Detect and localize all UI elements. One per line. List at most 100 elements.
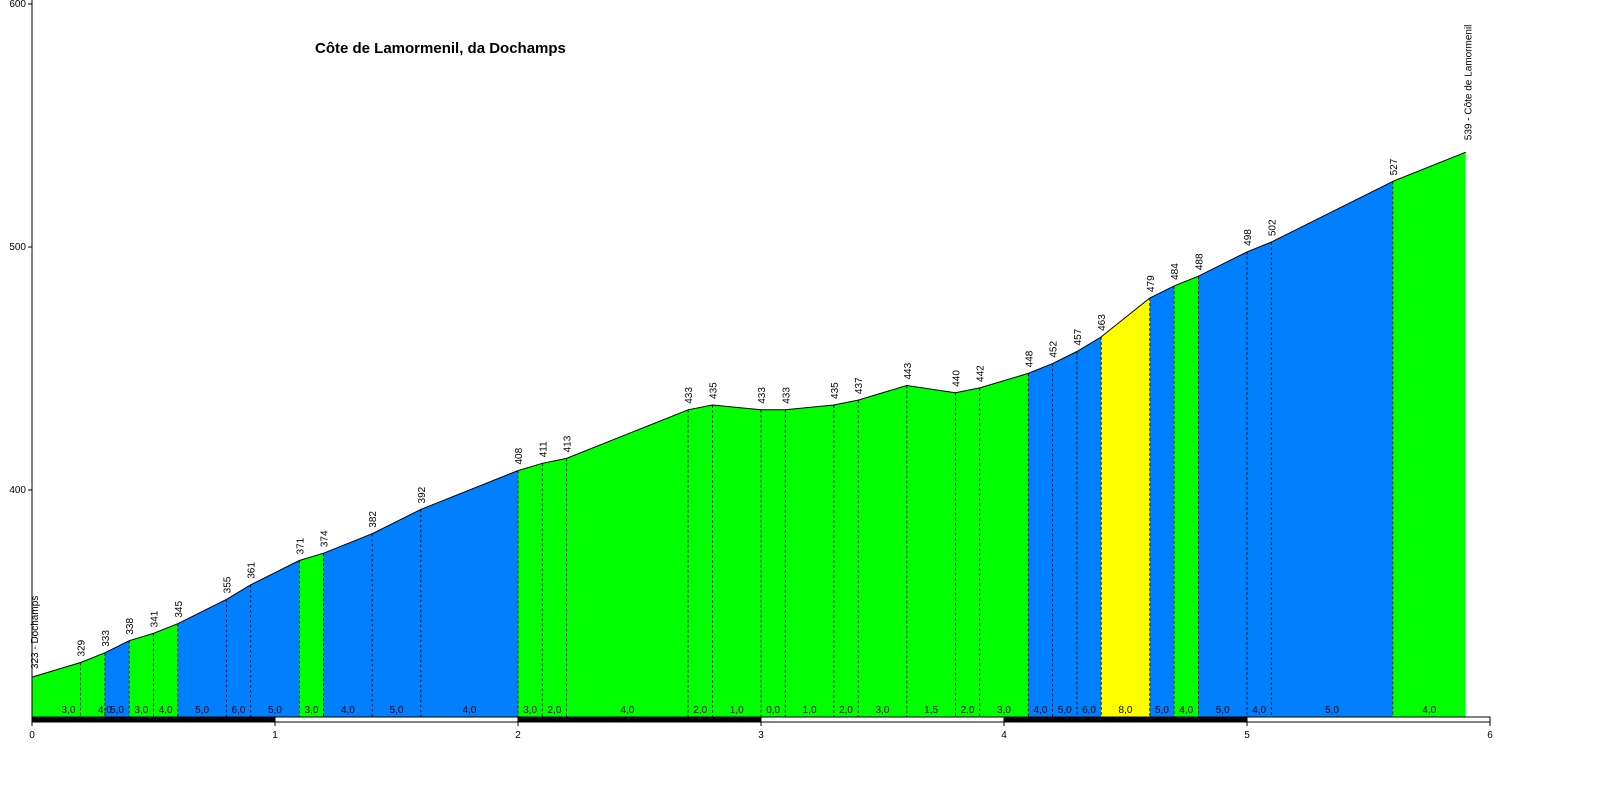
x-tick-label: 6 <box>1487 730 1493 741</box>
km-scale-bar <box>1003 716 1248 723</box>
grade-segment-area <box>226 584 251 717</box>
grade-label: 4,0 <box>159 705 173 716</box>
grade-segment-area <box>955 387 980 717</box>
grade-segment-area <box>104 640 130 717</box>
grade-label: 3,0 <box>523 705 537 716</box>
km-scale-bar <box>760 716 1005 723</box>
grade-segment-area <box>566 409 689 717</box>
elevation-label: 411 <box>538 441 549 457</box>
x-tick-label: 1 <box>272 730 278 741</box>
chart-title: Côte de Lamormenil, da Dochamps <box>315 40 566 57</box>
elevation-label: 433 <box>757 387 768 404</box>
grade-label: 0,0 <box>766 705 780 716</box>
grade-label: 5,0 <box>195 705 209 716</box>
elevation-label: 435 <box>830 382 841 399</box>
grade-label: 3,0 <box>997 705 1011 716</box>
elevation-label: 333 <box>101 630 112 647</box>
grade-segment-area <box>1052 351 1077 717</box>
elevation-label: 437 <box>854 377 865 394</box>
elevation-label: 329 <box>77 639 88 656</box>
elevation-label: 443 <box>903 362 914 379</box>
x-tick-label: 3 <box>758 730 764 741</box>
x-tick-label: 4 <box>1001 730 1007 741</box>
elevation-labels: 329 333 338 341 345 355 361 371 374 382 392 408 411 4… <box>30 25 1475 670</box>
elevation-label: 413 <box>563 435 574 452</box>
grade-segment-area <box>1247 242 1272 717</box>
grade-segment-area <box>1076 336 1102 717</box>
grade-segment-area <box>785 404 834 717</box>
grade-label: 4,0 <box>1422 705 1436 716</box>
grade-segment-area <box>323 533 373 717</box>
grade-label: 5,0 <box>390 705 404 716</box>
grade-segment-area <box>518 463 543 717</box>
profile-outline <box>31 151 1466 678</box>
grade-label: 3,0 <box>304 705 318 716</box>
grade-label: 5,0 <box>1325 705 1339 716</box>
segment-dividers <box>80 181 1394 717</box>
grade-segment-area <box>858 385 907 717</box>
grade-label: 2,0 <box>547 705 561 716</box>
grade-segment-area <box>979 373 1029 717</box>
elevation-label: 355 <box>222 576 233 593</box>
grade-label: 8,0 <box>1119 705 1133 716</box>
grade-segment-area <box>153 623 178 717</box>
grade-labels: 3,0 4,05,0 3,0 4,0 5,0 6,0 5,0 3,0 4,0 5,0 4,0 3,0 2… <box>61 705 1436 716</box>
grade-label: 4,0 <box>98 705 112 716</box>
elevation-label: 382 <box>368 511 379 528</box>
grade-label: 4,0 <box>1033 705 1047 716</box>
grade-segment-area <box>1101 298 1150 717</box>
elevation-label: 527 <box>1389 158 1400 175</box>
grade-segments <box>32 152 1466 718</box>
elevation-label: 440 <box>951 370 962 387</box>
grade-segment-area <box>833 400 859 717</box>
elevation-label: 338 <box>125 618 136 635</box>
grade-segment-area <box>32 662 81 717</box>
elevation-label: 345 <box>174 601 185 618</box>
grade-segment-area <box>542 458 567 717</box>
elevation-label: 498 <box>1243 229 1254 246</box>
grade-segment-area <box>1028 363 1053 717</box>
elevation-label: 463 <box>1097 314 1108 331</box>
grade-label: 4,0 <box>1252 705 1266 716</box>
grade-label: 5,0 <box>268 705 282 716</box>
grade-label: 4,0 <box>341 705 355 716</box>
elevation-label: 442 <box>976 365 987 382</box>
elevation-label: 479 <box>1146 275 1157 292</box>
km-scale-bar <box>274 716 519 723</box>
grade-segment-area <box>80 652 105 717</box>
start-label: 323 - Dochamps <box>30 596 41 669</box>
grade-label: 4,0 <box>462 705 476 716</box>
grade-label: 4,0 <box>620 705 634 716</box>
km-scale-bar <box>1246 716 1491 723</box>
grade-label: 4,0 <box>1179 705 1193 716</box>
grade-segment-area <box>1174 276 1199 717</box>
km-scale-bar <box>31 716 276 723</box>
elevation-label: 488 <box>1194 253 1205 270</box>
elevation-label: 392 <box>417 486 428 503</box>
elevation-label: 408 <box>514 447 525 464</box>
grade-segment-area <box>688 404 713 717</box>
elevation-label: 371 <box>295 537 306 554</box>
x-tick-label: 5 <box>1244 730 1250 741</box>
grade-label: 5,0 <box>1216 705 1230 716</box>
grade-label: 5,0 <box>110 705 124 716</box>
grade-label: 3,0 <box>876 705 890 716</box>
grade-label: 1,0 <box>730 705 744 716</box>
x-tick-label: 2 <box>515 730 521 741</box>
y-tick-label: 400 <box>9 485 26 496</box>
grade-label: 5,0 <box>1058 705 1072 716</box>
elevation-label: 448 <box>1024 350 1035 367</box>
grade-segment-area <box>761 409 786 717</box>
x-tick-label: 0 <box>29 730 35 741</box>
grade-label: 3,0 <box>134 705 148 716</box>
grade-segment-area <box>177 599 227 717</box>
grade-segment-area <box>250 560 300 717</box>
elevation-label: 435 <box>708 382 719 399</box>
grade-segment-area <box>1392 152 1466 718</box>
elevation-label: 433 <box>781 387 792 404</box>
grade-label: 6,0 <box>232 705 246 716</box>
grade-label: 2,0 <box>693 705 707 716</box>
end-label: 539 - Côte de Lamormenil <box>1464 25 1475 141</box>
